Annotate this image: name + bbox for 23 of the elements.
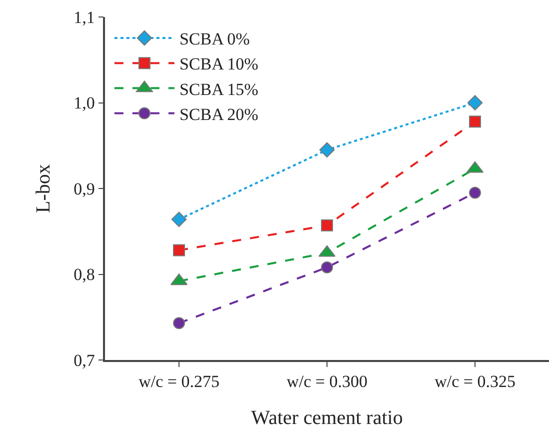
point [321, 219, 333, 232]
point [467, 95, 483, 110]
legend-label: SCBA 10% [179, 54, 258, 74]
point [321, 261, 333, 274]
x-tick-label: w/c = 0.275 [138, 372, 220, 392]
x-tick-label: w/c = 0.325 [434, 372, 516, 392]
y-tick-label: 0,7 [74, 350, 96, 370]
point [469, 116, 481, 128]
y-axis-title: L-box [32, 164, 55, 213]
y-tick-label: 1,1 [74, 8, 95, 27]
point [319, 142, 335, 158]
legend-label: SCBA 15% [179, 80, 258, 99]
legend-label: SCBA 20% [179, 104, 258, 124]
y-tick-label: 0,8 [74, 265, 95, 284]
point [173, 317, 185, 330]
point [171, 212, 187, 228]
y-tick-label: 0,9 [74, 179, 95, 198]
legend-label: SCBA 0% [179, 30, 250, 49]
x-tick-label: w/c = 0.300 [286, 372, 368, 392]
y-tick-label: 1,0 [74, 94, 95, 113]
point [469, 186, 481, 199]
x-axis-title: Water cement ratio [251, 407, 403, 430]
point [173, 244, 185, 256]
